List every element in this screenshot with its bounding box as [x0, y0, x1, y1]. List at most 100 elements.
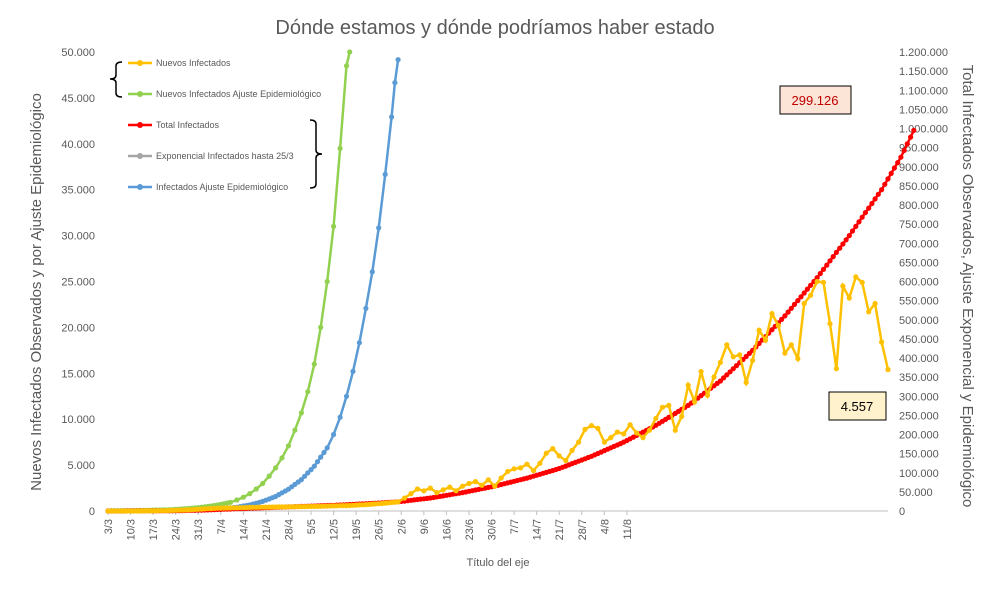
x-tick-label: 14/7 [532, 519, 544, 540]
data-point [788, 342, 794, 348]
data-point [347, 49, 353, 55]
y-right-tick-label: 550.000 [899, 296, 939, 308]
series-layer [105, 49, 917, 514]
x-tick-label: 23/6 [464, 519, 476, 540]
y-right-tick-label: 400.000 [899, 353, 939, 365]
data-point [859, 279, 865, 285]
x-tick-label: 21/4 [261, 519, 273, 540]
data-point [872, 300, 878, 307]
data-point [717, 378, 724, 384]
data-point [298, 477, 304, 483]
y-left-tick-label: 40.000 [61, 139, 95, 151]
data-point [711, 374, 717, 380]
data-point [853, 223, 859, 229]
x-tick-label: 19/5 [351, 519, 363, 540]
data-point [840, 283, 846, 289]
data-point [869, 200, 875, 207]
chart-title: Dónde estamos y dónde podríamos haber es… [275, 17, 714, 39]
data-point [820, 279, 827, 285]
data-point [273, 465, 279, 471]
data-point [724, 342, 730, 348]
legend-label: Total Infectados [156, 120, 220, 130]
data-point [824, 262, 830, 268]
y-right-tick-label: 650.000 [899, 257, 939, 269]
data-point [260, 480, 266, 487]
data-point [814, 278, 820, 285]
y-right-tick-label: 800.000 [899, 200, 939, 212]
data-point [253, 486, 259, 492]
x-tick-label: 2/6 [396, 519, 408, 534]
y-axis-right-label: Total Infectados Observados, Ajuste Expo… [959, 65, 976, 508]
data-point [234, 497, 240, 503]
data-point [511, 466, 517, 472]
y-right-tick-label: 250.000 [899, 410, 939, 422]
data-point [279, 455, 285, 461]
data-point [466, 480, 472, 487]
data-point [453, 488, 459, 494]
x-axis-label: Título del eje [467, 557, 530, 569]
data-point [801, 290, 807, 296]
data-point [459, 483, 466, 489]
data-point [779, 316, 785, 322]
data-point [875, 191, 881, 197]
x-tick-label: 28/4 [283, 519, 295, 540]
data-point [743, 353, 749, 360]
data-point [837, 245, 843, 251]
data-point [395, 499, 401, 505]
data-point [227, 499, 234, 505]
data-point [646, 427, 653, 433]
data-point [895, 160, 901, 166]
data-point [653, 415, 659, 421]
x-tick-label: 14/4 [238, 519, 250, 540]
y-right-tick-label: 900.000 [899, 162, 939, 174]
data-point [337, 414, 343, 420]
data-point [795, 298, 801, 304]
data-point [524, 461, 530, 467]
data-point [563, 457, 569, 464]
legend-label: Infectados Ajuste Epidemiológico [156, 182, 288, 192]
y-right-tick-label: 1.050.000 [899, 104, 948, 116]
x-axis-ticks: 3/3 10/3 17/3 24/3 31/3 7/4 14/4 21/4 28/4 5/5 12/… [103, 511, 634, 540]
data-point [801, 300, 807, 307]
data-point [350, 368, 356, 374]
y-right-tick-label: 600.000 [899, 277, 939, 289]
data-point [505, 468, 511, 475]
data-point [843, 237, 849, 243]
data-point [356, 340, 362, 346]
x-tick-label: 17/3 [148, 519, 160, 540]
data-point [791, 301, 798, 307]
data-point [795, 356, 801, 362]
legend-brace-bottom [309, 119, 323, 189]
data-point [498, 475, 504, 481]
x-tick-label: 28/7 [577, 519, 589, 540]
data-point [885, 367, 891, 373]
data-point [804, 286, 811, 292]
legend-swatch-marker [137, 153, 143, 159]
series-0 [105, 274, 891, 514]
data-point [885, 176, 891, 182]
data-point [853, 274, 859, 280]
data-point [901, 147, 907, 154]
data-point [846, 295, 852, 301]
data-point [721, 375, 727, 381]
data-point [308, 467, 314, 473]
data-point [608, 435, 614, 441]
data-point [898, 154, 904, 160]
data-point [911, 127, 917, 133]
y-right-tick-label: 1.000.000 [899, 124, 948, 136]
data-point [543, 450, 549, 456]
x-tick-label: 4/8 [599, 519, 611, 534]
data-point [891, 165, 898, 171]
x-tick-label: 26/5 [374, 519, 386, 540]
data-point [576, 439, 582, 445]
data-point [666, 402, 672, 408]
data-point [908, 134, 914, 140]
annotation-new-text: 4.557 [841, 399, 874, 414]
y-right-tick-label: 1.200.000 [899, 47, 948, 59]
data-point [904, 141, 910, 147]
x-tick-label: 5/5 [306, 519, 318, 534]
y-left-tick-label: 20.000 [61, 322, 95, 334]
y-right-tick-label: 0 [899, 506, 905, 518]
data-point [389, 114, 395, 120]
